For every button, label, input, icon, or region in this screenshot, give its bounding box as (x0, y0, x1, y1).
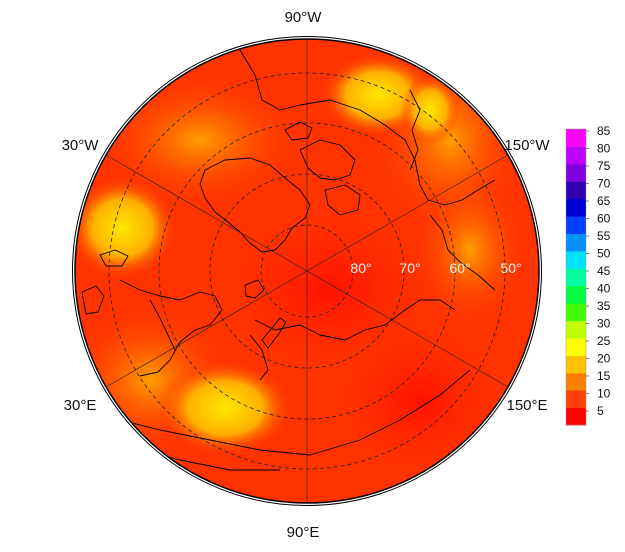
lon-label-150w: 150°W (504, 137, 550, 154)
colorbar-segment (566, 355, 586, 374)
field-patch-yellow-ne (400, 75, 460, 145)
coastlines (81, 49, 496, 471)
meridian-grid (105, 39, 509, 503)
colorbar-segment (566, 216, 586, 234)
colorbar-segment (566, 407, 586, 426)
colorbar-tick-label: 45 (597, 264, 611, 278)
colorbar-tick-label: 25 (597, 334, 611, 348)
lon-label-90e: 90°E (287, 524, 320, 541)
lat-label-70: 70° (399, 260, 420, 276)
colorbar-segment (566, 233, 586, 252)
lat-label-60: 60° (449, 260, 470, 276)
coast-novaya-zemlya (261, 317, 287, 349)
colorbar-tick-label: 85 (597, 124, 611, 138)
lat-label-50: 50° (500, 260, 521, 276)
colorbar-border (565, 128, 587, 426)
colorbar-tick-label: 5 (597, 404, 604, 418)
lat-label-80: 80° (350, 260, 371, 276)
colorbar-segment (566, 146, 586, 165)
field-patch-red-se (330, 320, 510, 480)
coast-taymyr (249, 334, 269, 381)
colorbar-tick-label: 35 (597, 299, 611, 313)
coast-alaska (429, 214, 496, 291)
colorbar-segment (566, 268, 586, 287)
colorbar-tick-label: 80 (597, 142, 611, 156)
colorbar-tick-label: 60 (597, 212, 611, 226)
coast-iceland (99, 249, 129, 267)
colorbar-segment (566, 163, 586, 182)
colorbar-segment (566, 372, 586, 391)
colorbar-segment (566, 320, 586, 339)
coast-siberia (254, 299, 456, 341)
coast-arch-2 (324, 184, 361, 216)
coast-hudson (409, 89, 421, 171)
coast-scandinavia (119, 279, 223, 377)
lon-label-30w: 30°W (62, 137, 100, 154)
field-patch-yellow-south (157, 360, 293, 456)
colorbar-segment (566, 198, 586, 217)
colorbar-tick-label: 10 (597, 387, 611, 401)
coast-arch-1 (299, 139, 356, 181)
colorbar-segment (566, 390, 586, 409)
colorbar-tick-label: 70 (597, 177, 611, 191)
colorbar-segment (566, 285, 586, 304)
coast-north-america (239, 49, 496, 206)
lon-label-30e: 30°E (64, 397, 97, 414)
colorbar-tick-label: 20 (597, 352, 611, 366)
colorbar-segment (566, 129, 586, 147)
colorbar-tick-label: 15 (597, 369, 611, 383)
colorbar-segment (566, 303, 586, 322)
coast-svalbard (244, 279, 265, 299)
colorbar-tick-label: 40 (597, 282, 611, 296)
colorbar-tick-label: 50 (597, 247, 611, 261)
coast-norway (149, 299, 176, 351)
lon-label-90w: 90°W (285, 9, 323, 26)
field-patch-yellow-west (75, 176, 177, 280)
field-layer (75, 39, 539, 503)
colorbar: 85 80 75 70 65 60 55 50 45 40 35 30 25 20 15 10 5 (565, 124, 611, 426)
map-outer-border-2 (72, 36, 542, 506)
map-outer-border (74, 38, 540, 504)
colorbar-segment (566, 181, 586, 200)
colorbar-segment (566, 250, 586, 269)
colorbar-segment (566, 337, 586, 356)
colorbar-tick-label: 55 (597, 229, 611, 243)
colorbar-tick-label: 65 (597, 194, 611, 208)
meridian-30e-150w (105, 154, 509, 388)
colorbar-tick-label: 30 (597, 317, 611, 331)
coast-greenland (199, 157, 311, 253)
coast-british-isles (81, 285, 105, 315)
colorbar-tick-label: 75 (597, 159, 611, 173)
lon-label-150e: 150°E (506, 397, 547, 414)
border-asia (119, 369, 471, 456)
coast-arch-3 (284, 121, 313, 141)
